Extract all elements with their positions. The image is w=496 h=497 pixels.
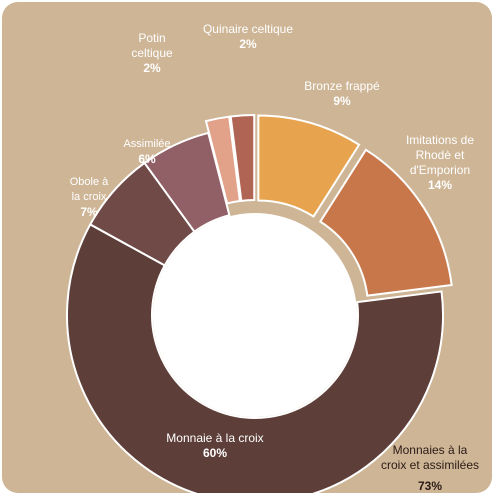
label-monnaie-a-la-croix: Monnaie à la croix 60% bbox=[140, 416, 290, 476]
label-quinaire-celtique: Quinaire celtique 2% bbox=[188, 7, 308, 67]
label-monnaie-a-la-croix-pct: 60% bbox=[202, 446, 228, 460]
label-group-pct: 73% bbox=[417, 479, 443, 493]
slice-monnaie-la-croix bbox=[66, 223, 444, 493]
label-group-monnaies-croix-assimilees: Monnaies à la croix et assimilées 73% bbox=[366, 428, 492, 493]
donut-hole bbox=[153, 213, 357, 417]
label-potin-celtique: Potin celtique 2% bbox=[122, 16, 182, 91]
chart-card: Potin celtique 2% Quinaire celtique 2% B… bbox=[2, 2, 492, 493]
label-monnaie-a-la-croix-text: Monnaie à la croix bbox=[166, 431, 264, 445]
donut-chart bbox=[66, 114, 453, 493]
label-imitations-text: Imitations de Rhodè et d'Emporion bbox=[405, 133, 475, 177]
label-bronze-frappe: Bronze frappé 9% bbox=[292, 64, 392, 124]
label-imitations-pct: 14% bbox=[427, 178, 453, 192]
slice-imitations-de-rhod-et-d-emporion bbox=[318, 148, 453, 297]
label-group-text: Monnaies à la croix et assimilées bbox=[380, 443, 480, 472]
label-assimilee-text: Assimilée bbox=[123, 138, 171, 150]
slice-potin-celtique bbox=[204, 115, 241, 205]
label-assimilee: Assimilée 6% bbox=[118, 122, 176, 182]
label-assimilee-pct: 6% bbox=[138, 152, 156, 166]
slice-bronze-frapp bbox=[257, 114, 361, 218]
label-quinaire-celtique-pct: 2% bbox=[239, 37, 257, 51]
label-obole-pct: 7% bbox=[80, 205, 98, 219]
label-bronze-frappe-text: Bronze frappé bbox=[304, 79, 380, 93]
label-obole-text: Obole à la croix bbox=[69, 176, 109, 203]
slice-quinaire-celtique bbox=[229, 114, 256, 202]
label-potin-celtique-text: Potin celtique bbox=[131, 31, 173, 60]
label-bronze-frappe-pct: 9% bbox=[333, 94, 351, 108]
label-potin-celtique-pct: 2% bbox=[143, 61, 161, 75]
label-imitations: Imitations de Rhodè et d'Emporion 14% bbox=[390, 118, 490, 208]
label-quinaire-celtique-text: Quinaire celtique bbox=[202, 22, 294, 36]
label-obole: Obole à la croix 7% bbox=[64, 160, 114, 235]
